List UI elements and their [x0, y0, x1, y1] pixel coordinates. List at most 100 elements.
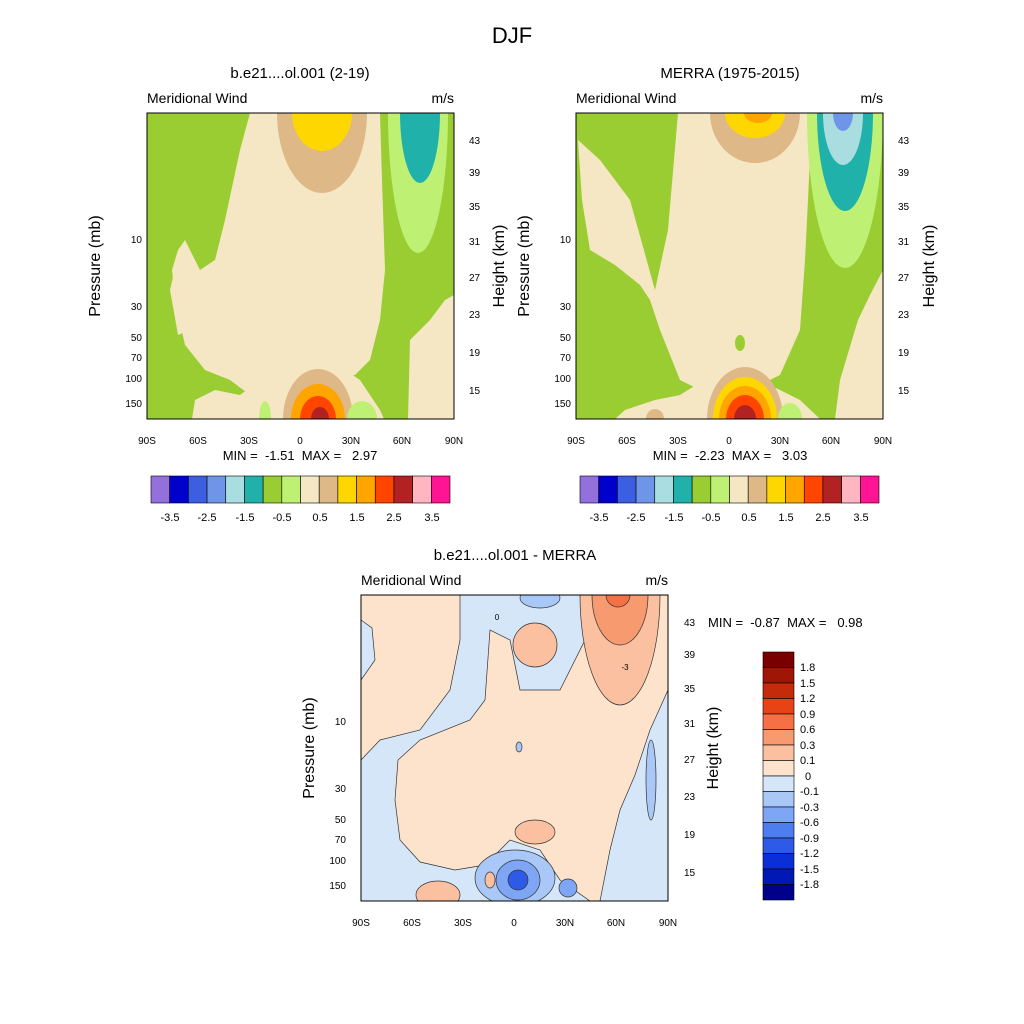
panel-model-ylabel-right: Height (km): [491, 225, 508, 308]
panel-merra-north-neg-4: [833, 113, 853, 131]
colorbar-swatch-1-3: [635, 475, 656, 504]
panel-diff-cblabel-10: -0.6: [800, 817, 819, 829]
panel-model-xtick-1: 60S: [189, 436, 207, 447]
panel-diff-cblabel-5: 0.3: [800, 740, 815, 752]
panel-model-top-jet-inner: [292, 113, 352, 151]
panel-diff-cblabel-13: -1.5: [800, 864, 819, 876]
panel-diff-ytick-2: 50: [335, 815, 347, 826]
panel-diff-xtick-4: 30N: [556, 918, 574, 929]
panel-merra-htick-2: 35: [898, 202, 910, 213]
panel-diff-contour-label-0: 0: [495, 613, 500, 622]
panel-diff-ylabel-right: Height (km): [705, 707, 722, 790]
colorbar-swatch-0-10: [337, 475, 357, 504]
panel-diff-low-pos-small: [484, 871, 496, 889]
panel-model-xtick-5: 60N: [393, 436, 411, 447]
panel-model-field: [147, 113, 454, 419]
panel-model-htick-3: 31: [469, 237, 481, 248]
panel-diff-htick-6: 19: [684, 830, 696, 841]
panel-model-ytick-0: 10: [131, 235, 143, 246]
panel-diff: b.e21....ol.001 - MERRA Meridional Wind …: [301, 547, 863, 929]
panel-merra-ytick-1: 30: [560, 302, 572, 313]
panel-diff-xtick-0: 90S: [352, 918, 370, 929]
panel-merra-cblabel-7: 3.5: [853, 512, 868, 524]
panel-diff-cblabel-9: -0.3: [800, 802, 819, 814]
panel-model-left-label: Meridional Wind: [147, 90, 247, 106]
panel-diff-low-pos-sw: [415, 880, 461, 901]
panel-merra-title: MERRA (1975-2015): [660, 65, 799, 82]
panel-diff-upper-pos: [512, 622, 558, 668]
panel-model-cblabel-5: 1.5: [349, 512, 364, 524]
panel-model-low-neg-2: [259, 401, 271, 419]
diff-colorbar-swatch-11: [762, 822, 795, 839]
panel-diff-htick-4: 27: [684, 755, 696, 766]
colorbar-swatch-0-1: [169, 475, 189, 504]
diff-colorbar-swatch-7: [762, 760, 795, 777]
panel-diff-low-neg-3: [507, 869, 529, 891]
colorbar-swatch-1-12: [803, 475, 824, 504]
diff-colorbar-swatch-2: [762, 682, 795, 699]
panel-merra-htick-1: 39: [898, 168, 910, 179]
panel-diff-ytick-3: 70: [335, 835, 347, 846]
panel-merra-colorbar: -3.5 -2.5 -1.5 -0.5 0.5 1.5 2.5 3.5: [579, 475, 880, 524]
panel-diff-xtick-2: 30S: [454, 918, 472, 929]
panel-diff-title: b.e21....ol.001 - MERRA: [434, 547, 597, 564]
panel-model-cblabel-4: 0.5: [312, 512, 327, 524]
panel-model-low-neg-1: [347, 401, 377, 419]
panel-merra-xtick-5: 60N: [822, 436, 840, 447]
panel-model-colorbar: -3.5 -2.5 -1.5 -0.5 0.5 1.5 2.5 3.5: [150, 475, 451, 524]
panel-diff-east-strip: [645, 739, 657, 821]
panel-diff-ytick-4: 100: [329, 856, 346, 867]
panel-model-cblabel-7: 3.5: [424, 512, 439, 524]
colorbar-swatch-1-9: [747, 475, 768, 504]
colorbar-swatch-0-15: [431, 475, 451, 504]
panel-model-cblabel-1: -2.5: [198, 512, 217, 524]
panel-model-htick-4: 27: [469, 273, 481, 284]
panel-model-ytick-3: 70: [131, 353, 143, 364]
colorbar-swatch-0-0: [150, 475, 170, 504]
panel-merra-cblabel-4: 0.5: [741, 512, 756, 524]
panel-model-xtick-3: 0: [297, 436, 303, 447]
panel-merra-htick-6: 19: [898, 348, 910, 359]
panel-merra-xtick-3: 0: [726, 436, 732, 447]
panel-model-htick-6: 19: [469, 348, 481, 359]
panel-merra-xtick-2: 30S: [669, 436, 687, 447]
panel-merra-top-pos-core: [744, 113, 772, 123]
panel-model-frame: [146, 112, 455, 420]
panel-model-ylabel: Pressure (mb): [87, 215, 104, 316]
panel-merra-low-pos-sw: [646, 409, 664, 419]
panel-diff-mid-small-neg: [515, 741, 523, 753]
diff-colorbar-swatch-3: [762, 698, 795, 715]
diff-colorbar-swatch-9: [762, 791, 795, 808]
panel-model-htick-2: 35: [469, 202, 481, 213]
panel-merra-field: [576, 113, 883, 419]
panel-diff-low-neg-4: [558, 878, 578, 898]
panel-model-htick-1: 39: [469, 168, 481, 179]
panel-diff-top-neg: [519, 595, 561, 609]
panel-model-xtick-6: 90N: [445, 436, 463, 447]
colorbar-swatch-1-8: [729, 475, 749, 504]
panel-model-region-east-lower: [408, 295, 454, 419]
panel-diff-frame: [360, 594, 669, 902]
diff-colorbar-swatch-13: [762, 853, 795, 870]
panel-diff-mid-pos: [514, 819, 556, 845]
colorbar-swatch-1-14: [841, 475, 861, 504]
panel-merra: MERRA (1975-2015) Meridional Wind m/s: [516, 65, 938, 524]
panel-diff-cblabel-12: -1.2: [800, 848, 819, 860]
colorbar-swatch-1-10: [766, 475, 786, 504]
panel-diff-axes: 90S 60S 30S 0 30N 60N 90N 10 30 50 70 10…: [301, 618, 722, 929]
colorbar-swatch-0-3: [206, 475, 227, 504]
diff-colorbar-swatch-10: [762, 806, 795, 823]
panel-diff-ylabel: Pressure (mb): [301, 697, 318, 798]
panel-model-htick-5: 23: [469, 310, 481, 321]
panel-model-ytick-1: 30: [131, 302, 143, 313]
panel-merra-ylabel-right: Height (km): [921, 225, 938, 308]
panel-diff-xtick-6: 90N: [659, 918, 677, 929]
panel-merra-cblabel-1: -2.5: [627, 512, 646, 524]
panel-merra-mid-neg: [735, 335, 745, 351]
panel-merra-north-neg-3: [823, 113, 863, 165]
panel-diff-region-west-edge: [361, 619, 376, 681]
panel-diff-stats: MIN = -0.87 MAX = 0.98: [708, 615, 863, 630]
panel-model-htick-7: 15: [469, 386, 481, 397]
panel-diff-colorbar: 1.8 1.5 1.2 0.9 0.6 0.3 0.1 0 -0.1 -0.3 …: [762, 651, 819, 901]
panel-diff-cblabel-3: 0.9: [800, 709, 815, 721]
